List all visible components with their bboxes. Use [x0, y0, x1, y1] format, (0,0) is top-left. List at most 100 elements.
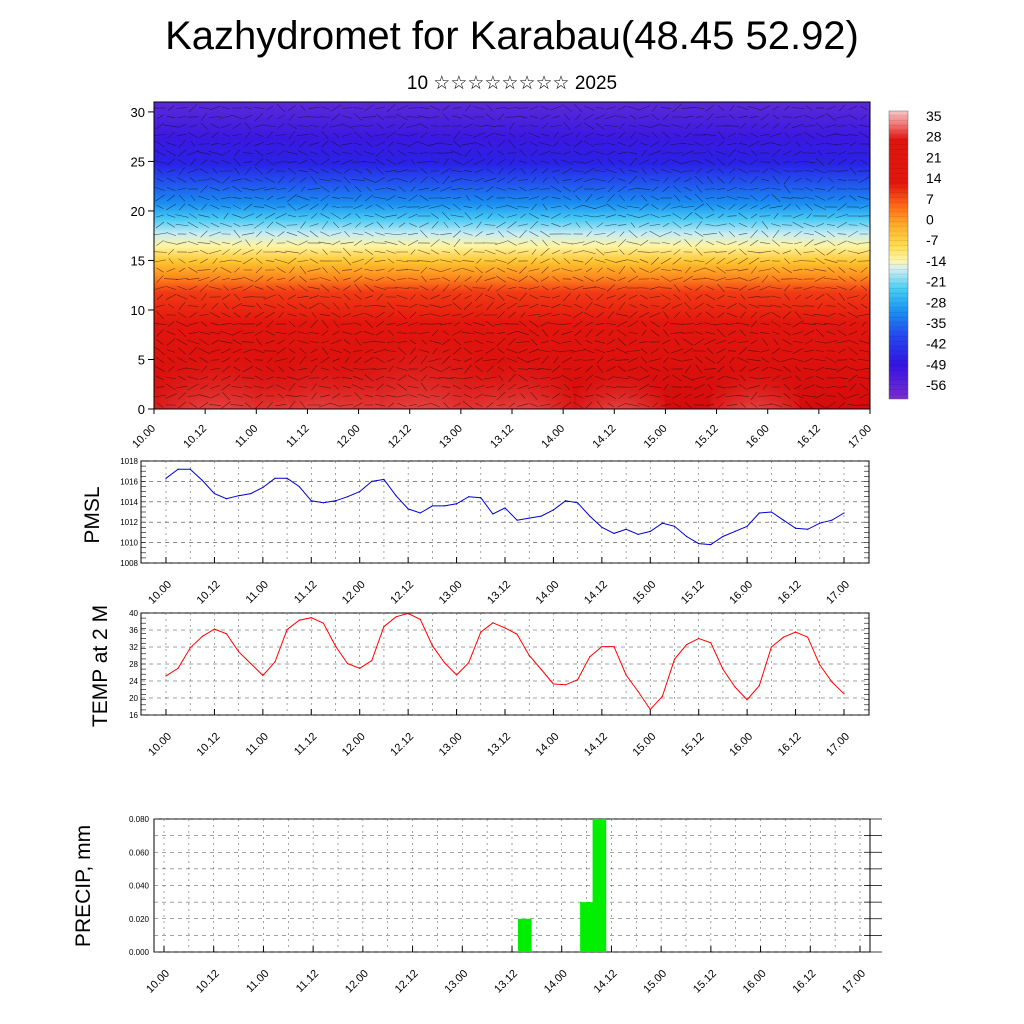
temp-ytick-label: 36	[129, 626, 138, 635]
pmsl-point	[225, 498, 228, 500]
temp-xtick-label: 15.00	[630, 731, 658, 759]
colorbar-label: -14	[926, 253, 946, 269]
pmsl-point	[407, 508, 409, 510]
temp-point	[613, 645, 615, 648]
temp-xtick-label: 12.12	[388, 731, 416, 759]
temp-grid	[141, 612, 869, 716]
colorbar-label: -35	[926, 315, 946, 331]
precip-bar	[518, 918, 532, 952]
precip-xtick-label: 13.12	[492, 968, 520, 996]
temp-panel: 16 20 24 28 32 36 40 10.00 10.12 11.00 11.12 12.00 1…	[89, 605, 870, 759]
heatmap-xtick-label: 11.00	[233, 423, 260, 450]
pmsl-point	[334, 500, 337, 502]
precip-xtick-label: 10.00	[144, 968, 172, 996]
pmsl-point	[528, 517, 530, 519]
temp-xtick-label: 13.12	[485, 731, 513, 759]
pmsl-xtick-label: 13.00	[437, 579, 465, 607]
temp-ytick-label: 20	[129, 694, 138, 703]
colorbar-label: 0	[926, 212, 934, 228]
temp-xtick-label: 16.12	[776, 731, 804, 759]
temp-point	[601, 645, 603, 648]
colorbar-label: -49	[926, 356, 946, 372]
heatmap-xtick-label: 16.00	[744, 423, 772, 451]
pmsl-point	[686, 535, 688, 538]
pmsl-point	[601, 526, 603, 528]
temp-point	[552, 683, 555, 685]
temp-point	[371, 660, 373, 662]
precip-bar	[592, 819, 607, 952]
temp-xtick-label: 15.12	[679, 731, 707, 759]
pmsl-point	[480, 497, 482, 499]
pmsl-grid	[141, 460, 869, 564]
pmsl-point	[419, 512, 421, 514]
pmsl-point	[262, 486, 264, 489]
colorbar-label: 28	[926, 129, 942, 145]
temp-point	[528, 654, 530, 657]
temp-point	[782, 636, 785, 638]
temp-xtick-label: 10.12	[195, 731, 223, 759]
colorbar-label: 7	[926, 191, 934, 207]
temp-point	[213, 628, 216, 630]
warm-cores	[154, 103, 870, 409]
precip-ytick-label: 0.000	[129, 948, 150, 957]
temp-point	[722, 668, 724, 670]
pmsl-xtick-label: 14.12	[582, 579, 610, 607]
pmsl-xtick-label: 16.00	[727, 579, 755, 607]
pmsl-point	[177, 468, 179, 470]
temp-point	[455, 674, 458, 676]
precip-ytick-label: 0.020	[129, 915, 150, 924]
pmsl-point	[710, 544, 712, 546]
temp-point	[831, 681, 833, 683]
pmsl-point	[746, 525, 748, 527]
pmsl-point	[347, 496, 349, 498]
precip-panel: 0.000 0.020 0.040 0.060 0.080 10.00 10.12 11.00…	[72, 815, 882, 996]
temp-ytick-label: 24	[129, 677, 138, 686]
temp-point	[746, 699, 748, 701]
precip-ytick-label: 0.040	[129, 882, 150, 891]
heatmap-xtick-label: 13.12	[488, 423, 516, 451]
page-title: Kazhydromet for Karabau(48.45 52.92)	[165, 14, 859, 58]
pmsl-point	[843, 512, 845, 514]
temp-point	[298, 619, 300, 621]
temp-point	[322, 622, 324, 624]
pmsl-xtick-label: 15.00	[630, 579, 658, 607]
pmsl-xtick-label: 10.00	[146, 579, 174, 607]
pmsl-point	[371, 480, 373, 482]
colorbar: 35 28 21 14 7 0 -7 -14 -21 -28 -35 -42 -49 -56	[888, 108, 946, 400]
temp-xtick-label: 17.00	[824, 731, 852, 759]
precip-xtick-label: 15.12	[691, 968, 719, 996]
pmsl-frame	[140, 460, 870, 564]
heatmap-ytick-label: 5	[138, 352, 145, 367]
temp-point	[649, 708, 651, 711]
pmsl-point	[395, 495, 397, 497]
pmsl-point	[649, 530, 651, 532]
temp-point	[807, 636, 809, 638]
pmsl-xtick-label: 12.00	[340, 579, 368, 607]
temp-xtick-label: 10.00	[146, 731, 174, 759]
precip-grid	[154, 818, 870, 953]
temp-xtick-label: 14.12	[582, 731, 610, 759]
colorbar-label: -56	[926, 377, 946, 393]
precip-xtick-label: 11.12	[294, 968, 321, 995]
temp-point	[201, 635, 203, 637]
colorbar-label: 14	[926, 170, 942, 186]
temp-point	[189, 647, 191, 649]
heatmap-ytick-label: 10	[131, 303, 145, 318]
temp-point	[758, 685, 760, 687]
precip-bar	[580, 902, 594, 952]
temp-point	[359, 667, 361, 669]
pmsl-point	[201, 479, 203, 481]
heatmap-ytick-label: 20	[131, 204, 145, 219]
temp-point	[250, 662, 252, 665]
pmsl-point	[213, 493, 216, 495]
precip-xtick-label: 11.00	[244, 968, 271, 995]
temp-point	[492, 622, 494, 624]
pmsl-point	[577, 502, 579, 504]
precip-xtick-label: 16.00	[741, 968, 769, 996]
precip-ytick-label: 0.060	[129, 848, 150, 857]
temp-point	[625, 674, 627, 676]
precip-xtick-label: 12.12	[393, 968, 421, 996]
temp-xtick-label: 13.00	[437, 731, 465, 759]
wind-temperature-cross-section: 0 5 10 15 20 25 30 10.00 10.12 11.00 11.12 12.00 12…	[130, 101, 874, 451]
temp-ytick-label: 16	[129, 711, 138, 720]
